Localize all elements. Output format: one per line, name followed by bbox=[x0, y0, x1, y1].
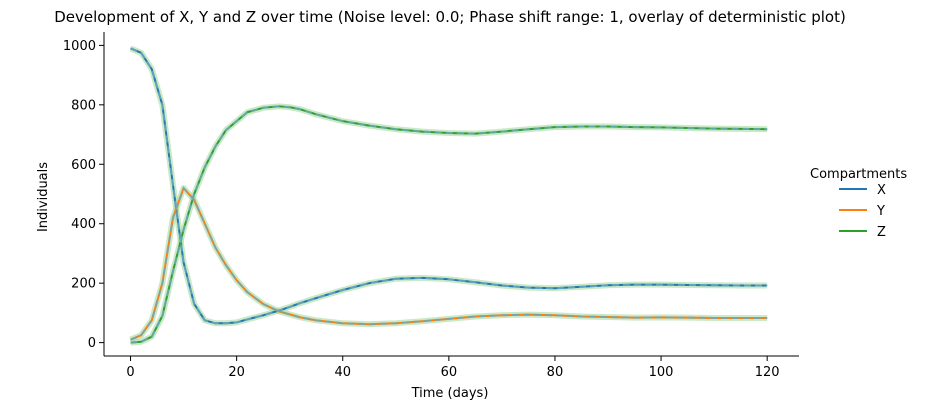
y-axis-label: Individuals bbox=[36, 162, 51, 232]
x-tick-label: 60 bbox=[441, 365, 458, 380]
overlay-line-y bbox=[130, 186, 768, 341]
x-tick-label: 0 bbox=[126, 365, 134, 380]
y-tick-label: 0 bbox=[88, 336, 96, 351]
legend-label-z: Z bbox=[877, 225, 886, 240]
legend-label-x: X bbox=[877, 183, 886, 198]
y-axis-ticks: 0 200 400 600 800 1000 bbox=[63, 39, 104, 351]
deterministic-bands bbox=[129, 45, 768, 346]
x-tick-label: 20 bbox=[228, 365, 245, 380]
chart-title: Development of X, Y and Z over time (Noi… bbox=[54, 8, 846, 26]
plot-area bbox=[129, 45, 768, 346]
deterministic-overlay-lines bbox=[130, 47, 768, 344]
series-line-z bbox=[130, 105, 768, 344]
legend-title: Compartments bbox=[810, 167, 907, 182]
legend: Compartments XYZ bbox=[810, 167, 907, 240]
y-tick-label: 800 bbox=[71, 98, 96, 113]
x-tick-label: 100 bbox=[649, 365, 674, 380]
x-axis-label: Time (days) bbox=[411, 386, 489, 401]
x-tick-label: 80 bbox=[547, 365, 564, 380]
series-lines bbox=[130, 47, 768, 344]
y-tick-label: 400 bbox=[71, 217, 96, 232]
y-tick-label: 200 bbox=[71, 277, 96, 292]
x-tick-label: 40 bbox=[334, 365, 351, 380]
overlay-line-z bbox=[130, 105, 768, 344]
band-z bbox=[130, 103, 768, 346]
band-x bbox=[129, 45, 768, 327]
legend-label-y: Y bbox=[876, 204, 885, 219]
y-tick-label: 600 bbox=[71, 158, 96, 173]
overlay-line-x bbox=[130, 47, 768, 325]
x-axis-ticks: 0 20 40 60 80 100 120 bbox=[126, 356, 780, 380]
x-tick-label: 120 bbox=[755, 365, 780, 380]
y-tick-label: 1000 bbox=[63, 39, 96, 54]
